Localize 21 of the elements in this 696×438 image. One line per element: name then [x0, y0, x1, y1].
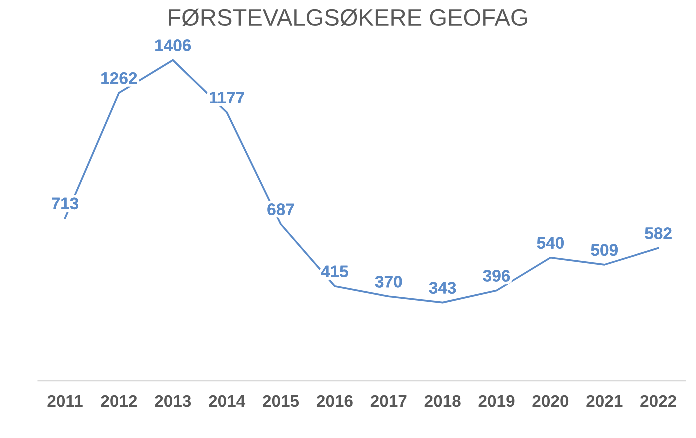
x-tick-label: 2019 [478, 395, 515, 408]
data-label: 540 [537, 237, 564, 250]
x-tick-label: 2018 [424, 395, 461, 408]
x-tick-label: 2021 [586, 395, 623, 408]
data-label: 582 [645, 228, 672, 240]
x-tick-label: 2011 [48, 395, 83, 408]
data-label: 1406 [156, 40, 192, 52]
x-tick-label: 2012 [101, 395, 138, 408]
chart-title: FØRSTEVALGSØKERE GEOFAG [169, 8, 528, 26]
data-label: 370 [375, 276, 402, 288]
x-tick-label: 2022 [640, 395, 676, 408]
x-tick-label: 2017 [370, 395, 407, 408]
data-label: 343 [429, 282, 456, 294]
x-tick-label: 2020 [532, 395, 569, 408]
x-tick-label: 2016 [316, 395, 353, 408]
x-tick-label: 2015 [263, 395, 300, 408]
x-tick-label: 2013 [155, 395, 192, 408]
data-label: 396 [483, 270, 510, 282]
data-label: 509 [591, 244, 618, 256]
data-label: 1262 [102, 72, 138, 84]
x-tick-label: 2014 [209, 395, 246, 408]
